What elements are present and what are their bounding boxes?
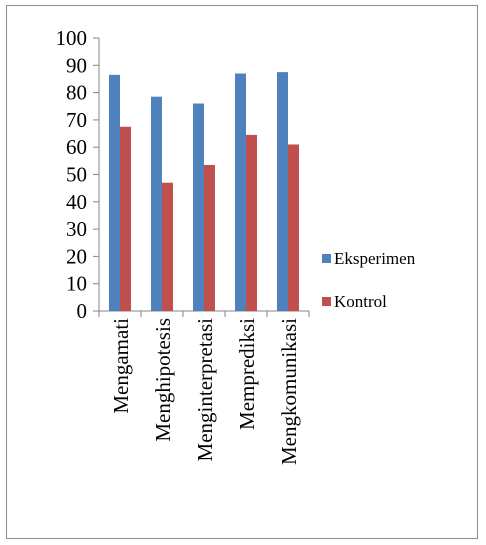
y-tick-label: 90	[66, 53, 87, 77]
bar-eksperimen-mengamati	[109, 74, 120, 311]
y-tick-label: 40	[66, 190, 87, 214]
bar-kontrol-menghipotesis	[162, 182, 173, 311]
x-category-label: Memprediksi	[235, 318, 259, 430]
legend-swatch-kontrol	[322, 297, 331, 306]
y-tick-label: 30	[66, 217, 87, 241]
y-tick-label: 50	[66, 163, 87, 187]
bar-eksperimen-menginterpretasi	[193, 103, 204, 312]
bar-kontrol-mengkomunikasi	[288, 144, 299, 311]
legend-label-eksperimen: Eksperimen	[334, 249, 416, 268]
y-tick-label: 100	[56, 26, 88, 50]
y-tick-label: 80	[66, 81, 87, 105]
bar-eksperimen-mengkomunikasi	[277, 72, 288, 311]
x-category-label: Menginterpretasi	[193, 318, 217, 462]
bar-eksperimen-menghipotesis	[151, 96, 162, 311]
bar-eksperimen-memprediksi	[235, 73, 246, 312]
bar-kontrol-mengamati	[120, 126, 131, 311]
legend-swatch-eksperimen	[322, 254, 331, 263]
bar-kontrol-menginterpretasi	[204, 164, 215, 311]
y-tick-label: 10	[66, 272, 87, 296]
y-tick-label: 0	[77, 299, 88, 323]
x-category-label: Menghipotesis	[151, 318, 175, 442]
y-tick-label: 60	[66, 135, 87, 159]
bar-kontrol-memprediksi	[246, 134, 257, 311]
x-category-label: Mengkomunikasi	[277, 318, 301, 465]
legend-label-kontrol: Kontrol	[334, 292, 387, 311]
y-tick-label: 20	[66, 244, 87, 268]
x-category-label: Mengamati	[109, 318, 133, 414]
y-tick-label: 70	[66, 108, 87, 132]
